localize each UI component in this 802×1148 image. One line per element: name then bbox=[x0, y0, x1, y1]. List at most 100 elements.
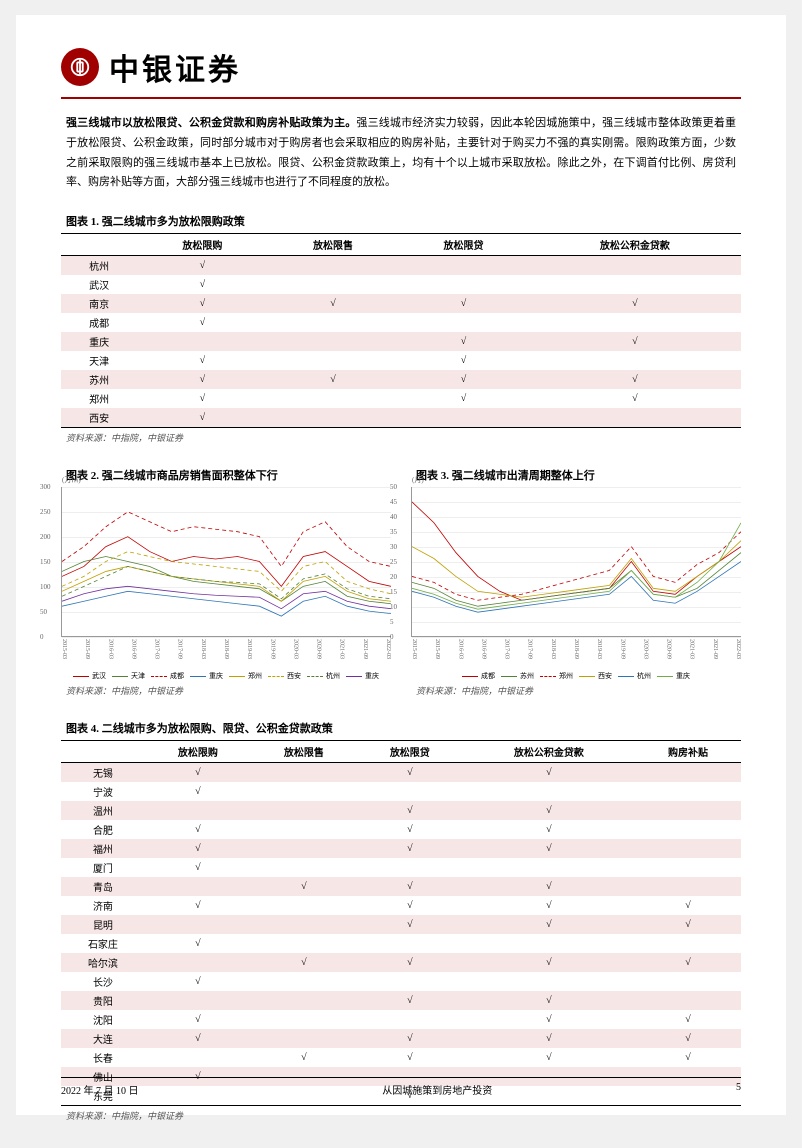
check-cell bbox=[635, 763, 741, 783]
x-tick-label: 2022-03 bbox=[385, 639, 391, 669]
paragraph-lead: 强三线城市以放松限贷、公积金贷款和购房补贴政策为主。 bbox=[66, 117, 356, 129]
x-tick-label: 2017-03 bbox=[504, 639, 510, 669]
check-cell bbox=[251, 896, 357, 915]
check-cell: √ bbox=[145, 782, 251, 801]
check-cell: √ bbox=[137, 313, 268, 332]
city-cell: 武汉 bbox=[61, 275, 137, 294]
table-header bbox=[61, 234, 137, 256]
y-tick-label: 30 bbox=[390, 543, 397, 551]
x-tick-label: 2020-03 bbox=[642, 639, 648, 669]
x-tick-label: 2022-03 bbox=[735, 639, 741, 669]
city-cell: 郑州 bbox=[61, 389, 137, 408]
check-cell bbox=[268, 332, 399, 351]
table-row: 长沙√ bbox=[61, 972, 741, 991]
chart3-y-unit: (月) bbox=[412, 475, 424, 485]
city-cell: 温州 bbox=[61, 801, 145, 820]
y-tick-label: 10 bbox=[390, 603, 397, 611]
check-cell: √ bbox=[251, 1048, 357, 1067]
x-tick-label: 2015-09 bbox=[434, 639, 440, 669]
x-tick-label: 2019-09 bbox=[619, 639, 625, 669]
x-tick-label: 2021-03 bbox=[339, 639, 345, 669]
table-row: 无锡√√√ bbox=[61, 763, 741, 783]
check-cell: √ bbox=[463, 1048, 635, 1067]
check-cell: √ bbox=[137, 370, 268, 389]
y-tick-label: 25 bbox=[390, 558, 397, 566]
chart3-legend: 成都苏州郑州西安杭州重庆 bbox=[411, 671, 741, 681]
table1-source: 资料来源：中指院，中银证券 bbox=[66, 431, 741, 444]
table-row: 昆明√√√ bbox=[61, 915, 741, 934]
footer-title: 从因城施策到房地产投资 bbox=[382, 1082, 492, 1097]
y-tick-label: 100 bbox=[40, 583, 51, 591]
city-cell: 天津 bbox=[61, 351, 137, 370]
chart3-block: 图表 3. 强二线城市出清周期整体上行 (月) 0510152025303540… bbox=[411, 459, 741, 712]
check-cell bbox=[145, 877, 251, 896]
y-tick-label: 35 bbox=[390, 528, 397, 536]
check-cell: √ bbox=[398, 332, 529, 351]
check-cell: √ bbox=[635, 1010, 741, 1029]
legend-item: 重庆 bbox=[657, 671, 690, 681]
x-tick-label: 2021-09 bbox=[362, 639, 368, 669]
check-cell bbox=[357, 1010, 463, 1029]
city-cell: 哈尔滨 bbox=[61, 953, 145, 972]
check-cell bbox=[635, 991, 741, 1010]
x-tick-label: 2020-09 bbox=[316, 639, 322, 669]
table-header: 放松限售 bbox=[268, 234, 399, 256]
check-cell: √ bbox=[398, 294, 529, 313]
check-cell bbox=[635, 972, 741, 991]
check-cell: √ bbox=[137, 408, 268, 428]
city-cell: 无锡 bbox=[61, 763, 145, 783]
table-row: 福州√√√ bbox=[61, 839, 741, 858]
legend-item: 重庆 bbox=[190, 671, 223, 681]
check-cell bbox=[463, 972, 635, 991]
check-cell: √ bbox=[357, 801, 463, 820]
check-cell: √ bbox=[268, 294, 399, 313]
city-cell: 贵阳 bbox=[61, 991, 145, 1010]
check-cell: √ bbox=[635, 915, 741, 934]
check-cell bbox=[463, 782, 635, 801]
check-cell: √ bbox=[357, 953, 463, 972]
check-cell bbox=[145, 953, 251, 972]
body-paragraph: 强三线城市以放松限贷、公积金贷款和购房补贴政策为主。强三线城市经济实力较弱，因此… bbox=[61, 114, 741, 193]
check-cell: √ bbox=[357, 877, 463, 896]
check-cell bbox=[398, 408, 529, 428]
check-cell bbox=[268, 408, 399, 428]
x-tick-label: 2018-09 bbox=[573, 639, 579, 669]
check-cell bbox=[251, 763, 357, 783]
y-tick-label: 45 bbox=[390, 498, 397, 506]
table-row: 南京√√√√ bbox=[61, 294, 741, 313]
check-cell bbox=[145, 801, 251, 820]
charts-row: 图表 2. 强二线城市商品房销售面积整体下行 (万㎡) 050100150200… bbox=[61, 459, 741, 712]
city-cell: 长春 bbox=[61, 1048, 145, 1067]
check-cell bbox=[251, 934, 357, 953]
check-cell bbox=[137, 332, 268, 351]
x-tick-label: 2016-03 bbox=[457, 639, 463, 669]
check-cell: √ bbox=[145, 934, 251, 953]
check-cell bbox=[398, 256, 529, 276]
check-cell: √ bbox=[529, 332, 741, 351]
city-cell: 沈阳 bbox=[61, 1010, 145, 1029]
check-cell bbox=[635, 801, 741, 820]
legend-item: 成都 bbox=[462, 671, 495, 681]
table-row: 大连√√√√ bbox=[61, 1029, 741, 1048]
check-cell: √ bbox=[137, 256, 268, 276]
check-cell: √ bbox=[357, 1048, 463, 1067]
y-tick-label: 50 bbox=[390, 483, 397, 491]
x-tick-label: 2019-03 bbox=[246, 639, 252, 669]
y-tick-label: 40 bbox=[390, 513, 397, 521]
legend-item: 郑州 bbox=[229, 671, 262, 681]
y-tick-label: 0 bbox=[40, 633, 44, 641]
city-cell: 昆明 bbox=[61, 915, 145, 934]
legend-item: 西安 bbox=[579, 671, 612, 681]
check-cell bbox=[635, 782, 741, 801]
city-cell: 南京 bbox=[61, 294, 137, 313]
city-cell: 青岛 bbox=[61, 877, 145, 896]
city-cell: 福州 bbox=[61, 839, 145, 858]
table-header: 放松限贷 bbox=[398, 234, 529, 256]
table-row: 青岛√√√ bbox=[61, 877, 741, 896]
check-cell: √ bbox=[463, 991, 635, 1010]
table-row: 济南√√√√ bbox=[61, 896, 741, 915]
legend-item: 西安 bbox=[268, 671, 301, 681]
check-cell bbox=[463, 934, 635, 953]
table-row: 西安√ bbox=[61, 408, 741, 428]
table-row: 成都√ bbox=[61, 313, 741, 332]
